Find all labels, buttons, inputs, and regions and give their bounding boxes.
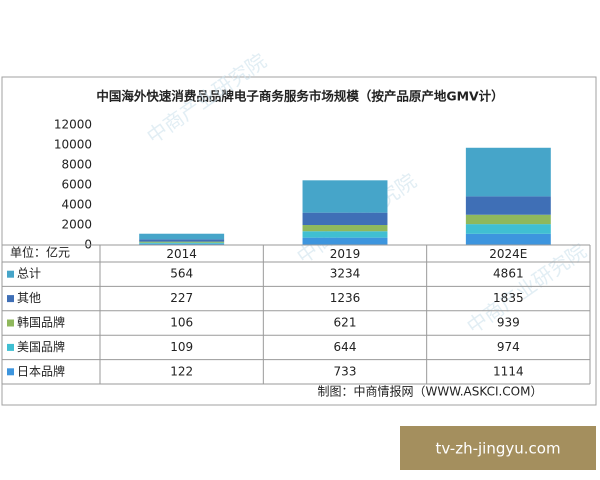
- y-tick-label: 10000: [54, 138, 92, 152]
- y-tick-label: 6000: [61, 178, 92, 192]
- table-cell: 227: [170, 291, 193, 305]
- bar-segment: [139, 242, 225, 244]
- table-cell: 106: [170, 316, 193, 330]
- table-cell: 564: [170, 267, 193, 281]
- legend-label: 总计: [17, 267, 41, 281]
- source-note: 制图：中商情报网（WWW.ASKCI.COM）: [318, 384, 543, 399]
- legend-swatch: [7, 319, 14, 327]
- bar-segment: [465, 214, 551, 225]
- y-tick-label: 2000: [61, 218, 92, 232]
- bar-segment: [139, 239, 225, 242]
- bar-segment: [302, 237, 388, 245]
- legend-swatch: [7, 270, 14, 278]
- x-tick-label: 2019: [330, 247, 361, 261]
- table-cell: 4861: [493, 267, 524, 281]
- bar-segment: [302, 180, 388, 213]
- y-tick-label: 4000: [61, 198, 92, 212]
- table-cell: 3234: [330, 267, 361, 281]
- legend-label: 韩国品牌: [17, 315, 65, 330]
- legend-label: 其他: [17, 291, 41, 305]
- table-cell: 1835: [493, 291, 524, 305]
- legend-swatch: [7, 343, 14, 351]
- bar-segment: [139, 233, 225, 240]
- x-tick-label: 2014: [166, 247, 197, 261]
- bar-segment: [302, 225, 388, 232]
- bar-segment: [465, 224, 551, 234]
- legend-swatch: [7, 368, 14, 376]
- bar-segment: [302, 231, 388, 238]
- y-tick-label: 8000: [61, 158, 92, 172]
- y-tick-label: 12000: [54, 118, 92, 132]
- bar-segment: [465, 233, 551, 245]
- table-cell: 733: [334, 364, 357, 378]
- table-cell: 1236: [330, 291, 361, 305]
- bar-segment: [139, 243, 225, 245]
- overlay-box: [400, 426, 596, 470]
- table-cell: 621: [334, 316, 357, 330]
- x-tick-label: 2024E: [489, 247, 527, 261]
- bar-segment: [465, 196, 551, 215]
- table-cell: 109: [170, 340, 193, 354]
- bar-segment: [302, 212, 388, 226]
- table-cell: 1114: [493, 364, 524, 378]
- overlay-label: tv-zh-jingyu.com: [435, 440, 560, 458]
- table-cell: 974: [497, 340, 520, 354]
- legend-swatch: [7, 295, 14, 303]
- table-cell: 939: [497, 316, 520, 330]
- legend-label: 美国品牌: [17, 340, 65, 354]
- unit-label: 单位：亿元: [10, 245, 70, 260]
- legend-label: 日本品牌: [17, 364, 65, 378]
- bar-segment: [465, 147, 551, 197]
- bar-segment: [139, 241, 225, 243]
- table-cell: 644: [334, 340, 357, 354]
- table-cell: 122: [170, 364, 193, 378]
- chart-title: 中国海外快速消费品品牌电子商务服务市场规模（按产品原产地GMV计）: [96, 89, 503, 104]
